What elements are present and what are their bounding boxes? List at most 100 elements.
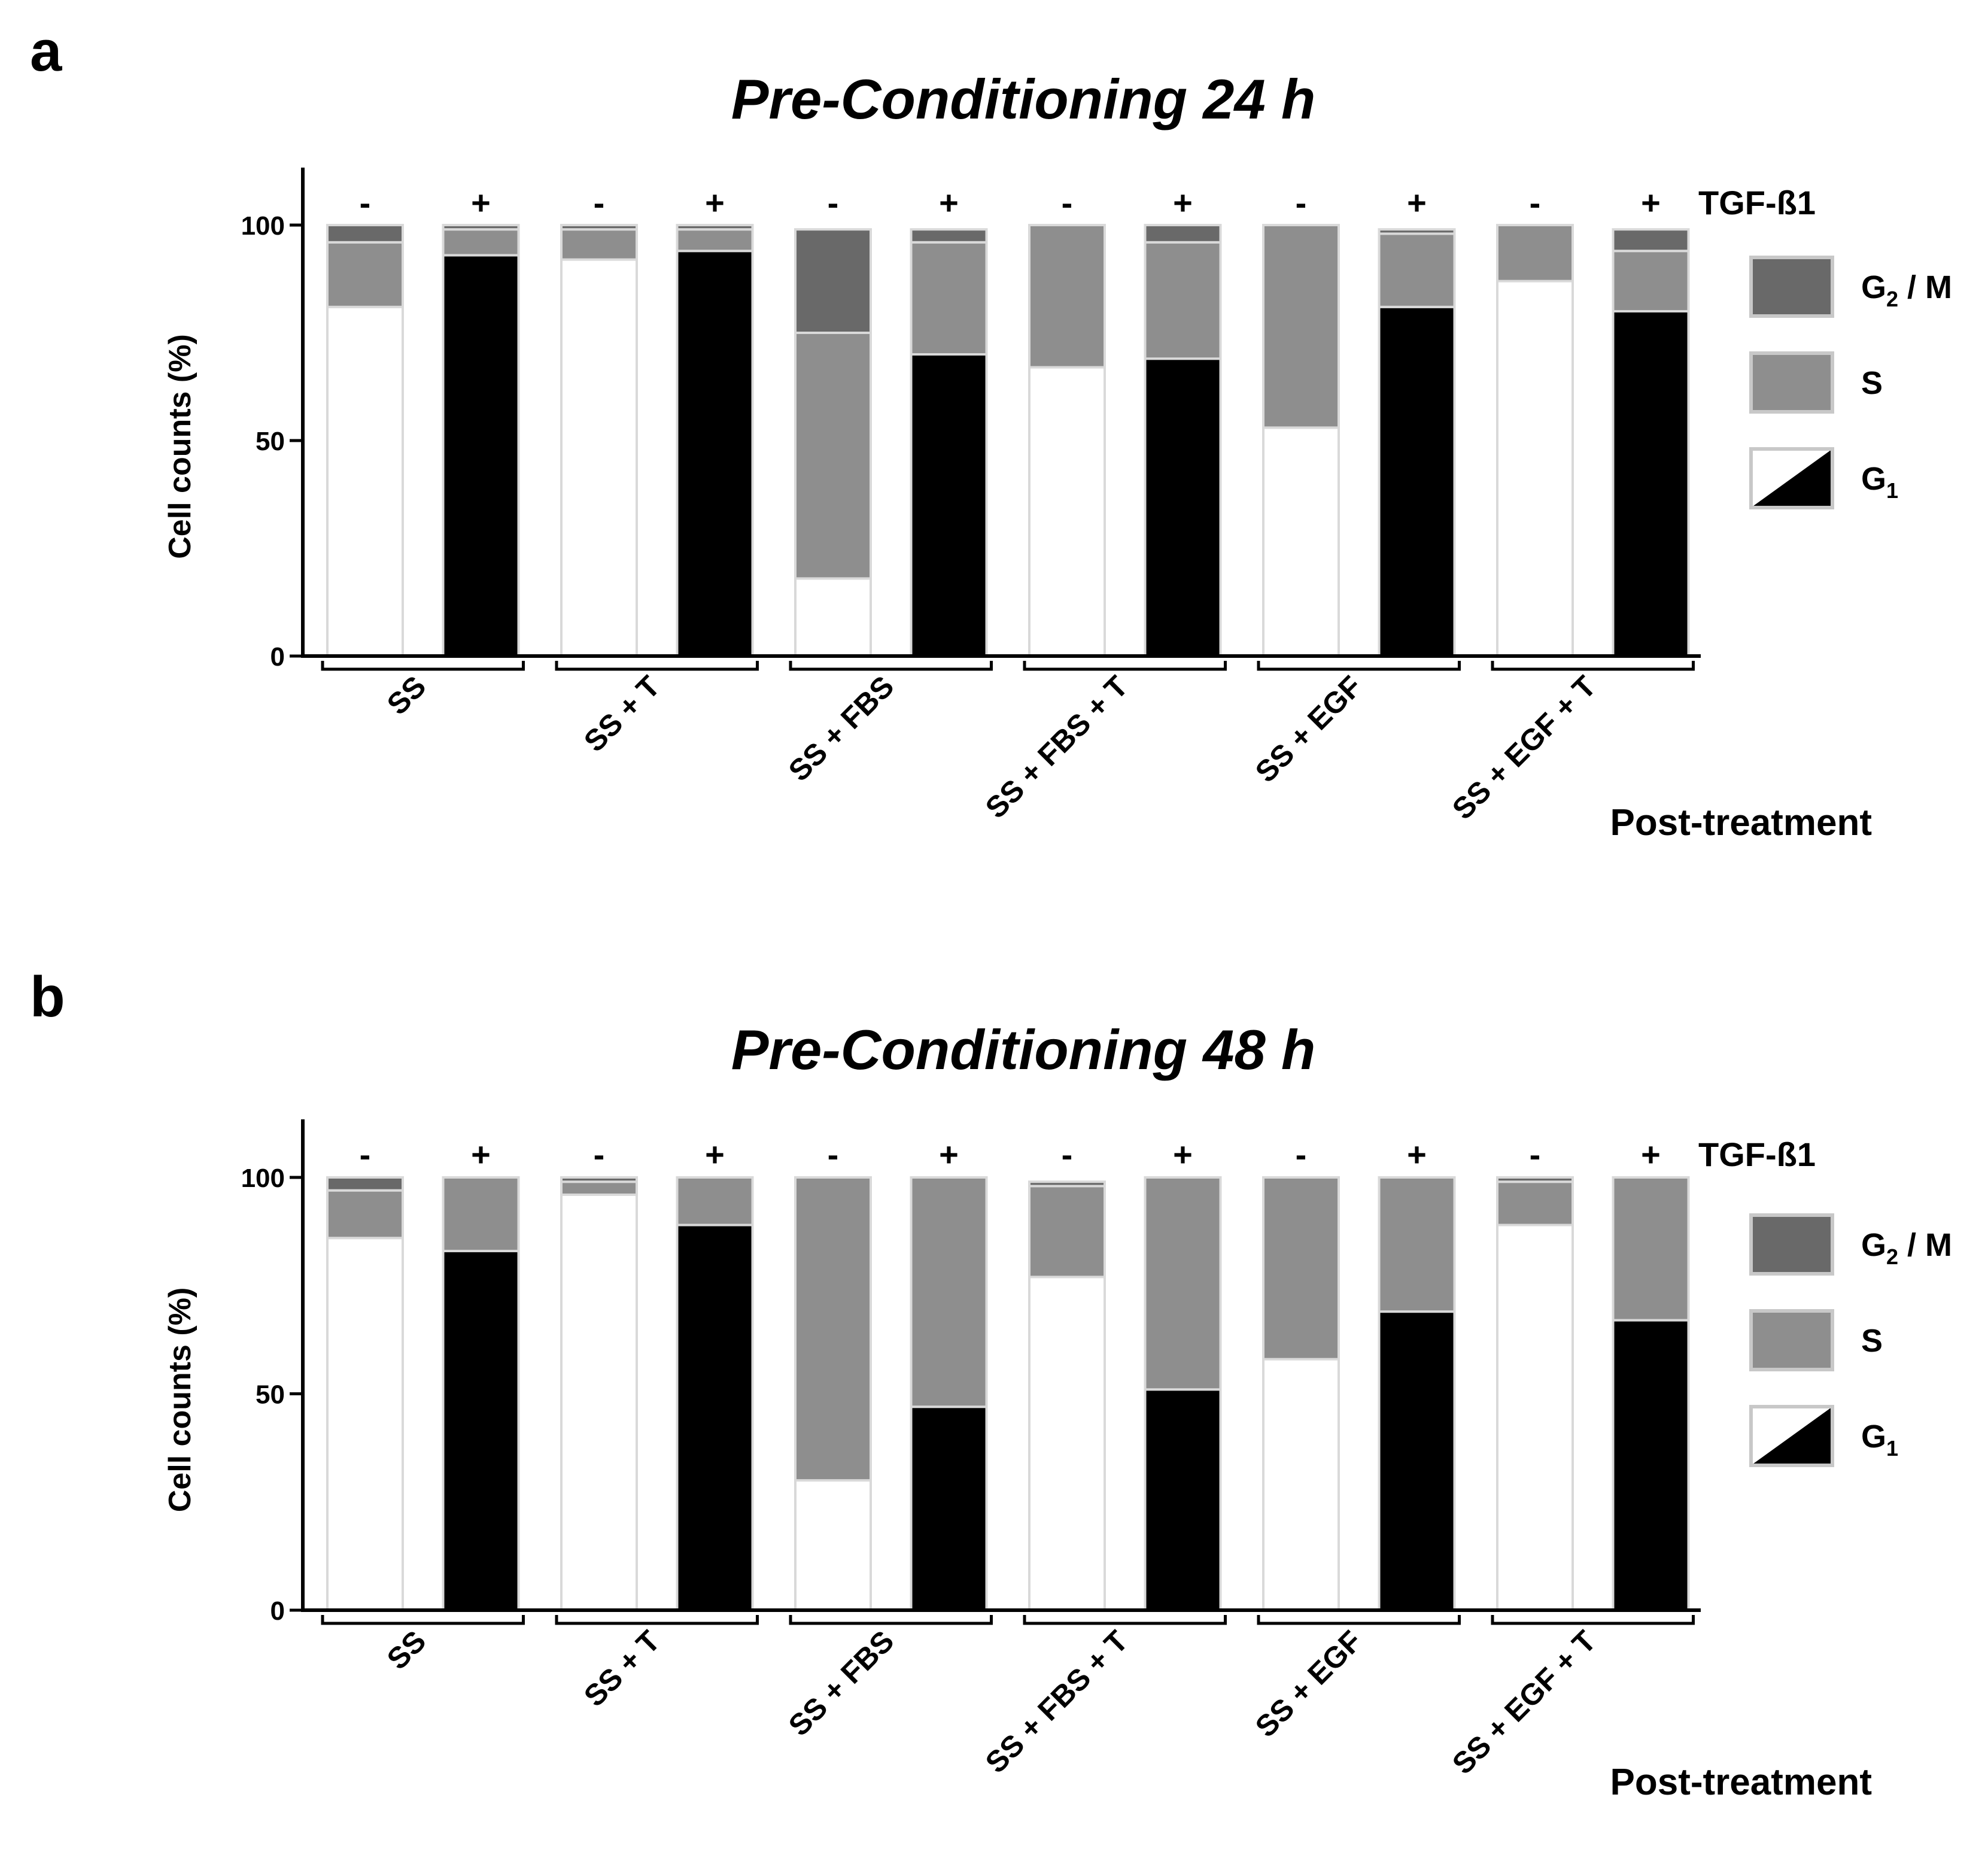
bar-ss-t-minus	[560, 1176, 638, 1612]
tgf-plus: +	[471, 1136, 491, 1173]
tgf-plus: +	[939, 1136, 959, 1173]
bar-ss-egf-plus	[1378, 228, 1456, 657]
bar-ss-t-minus	[560, 224, 638, 658]
s-segment	[794, 332, 872, 580]
group-bracket	[321, 661, 525, 671]
tgf-plus: +	[1641, 1136, 1661, 1173]
g1-segment	[560, 1193, 638, 1612]
bar-ss-fbs-t-plus	[1144, 1176, 1222, 1612]
s-segment	[560, 1180, 638, 1196]
g2m-segment	[560, 224, 638, 231]
tgf-minus: -	[828, 184, 839, 221]
legend-label-sub: 1	[1886, 1436, 1898, 1461]
legend-label-main: G	[1861, 1227, 1886, 1263]
g2m-segment	[1496, 1176, 1574, 1183]
legend-label: G2 / M	[1861, 269, 1952, 311]
bar-ss-egf-t-plus	[1612, 1176, 1690, 1612]
g1-segment	[1144, 1388, 1222, 1612]
bar-ss-minus	[326, 224, 404, 657]
legend-label-main: G	[1861, 461, 1886, 497]
y-tick-label: 100	[241, 211, 285, 241]
bar-ss-egf-minus	[1262, 224, 1340, 658]
g2m-segment	[676, 224, 754, 231]
legend-item: G2 / M	[1749, 256, 1952, 318]
g1-segment	[442, 1249, 520, 1611]
panel-letter: a	[30, 19, 62, 83]
tgf-plus: +	[1173, 1136, 1193, 1173]
tgf-row-label: TGF-ß1	[1698, 1136, 1816, 1173]
chart-title: Pre-Conditioning 24 h	[731, 68, 1316, 130]
g1-segment	[1378, 1310, 1456, 1611]
s-segment	[1262, 1176, 1340, 1361]
s-segment	[676, 228, 754, 253]
group-bracket	[1491, 661, 1695, 671]
group-bracket	[1023, 661, 1227, 671]
s-segment	[676, 1176, 754, 1226]
tgf-minus: -	[1530, 184, 1541, 221]
tgf-plus: +	[939, 184, 959, 221]
tgf-plus: +	[1407, 184, 1427, 221]
g1-segment	[1262, 426, 1340, 658]
g2m-segment	[794, 228, 872, 335]
tgf-plus: +	[705, 184, 725, 221]
s-segment	[1612, 1176, 1690, 1322]
legend-label-sub: 2	[1886, 1244, 1898, 1269]
s-segment	[1144, 1176, 1222, 1391]
tgf-minus: -	[594, 184, 605, 221]
legend-swatch-g2m	[1749, 1213, 1834, 1276]
legend-label-main: S	[1861, 365, 1883, 401]
g2m-segment	[442, 224, 520, 231]
group-bracket	[789, 661, 993, 671]
category-label: SS + FBS	[782, 1624, 901, 1742]
bar-ss-fbs-plus	[910, 1176, 988, 1611]
legend-swatch-g1-plus	[1751, 449, 1832, 508]
category-label: SS	[381, 669, 433, 721]
legend-swatch-s	[1749, 1309, 1834, 1371]
bar-ss-minus	[326, 1176, 404, 1611]
legend-swatch-outline	[1749, 1405, 1834, 1467]
panel-a: a Pre-Conditioning 24 h Cell counts (%) …	[30, 19, 1952, 843]
g2m-segment	[1612, 228, 1690, 253]
g2m-segment	[326, 1176, 404, 1192]
tgf-minus: -	[594, 1136, 605, 1173]
g2m-segment	[1028, 1180, 1106, 1188]
legend-label-main: G	[1861, 269, 1886, 305]
tgf-minus: -	[828, 1136, 839, 1173]
group-bracket	[1023, 1615, 1227, 1625]
g1-segment	[1144, 357, 1222, 657]
tgf-minus: -	[1296, 1136, 1307, 1173]
s-segment	[326, 1189, 404, 1240]
tgf-plus: +	[1407, 1136, 1427, 1173]
bar-ss-t-plus	[676, 224, 754, 657]
bar-ss-egf-t-plus	[1612, 228, 1690, 657]
bars	[326, 224, 1690, 658]
s-segment	[326, 241, 404, 308]
legend-label-suffix: / M	[1898, 269, 1952, 305]
s-segment	[442, 228, 520, 257]
g2m-segment	[1144, 224, 1222, 244]
g1-segment	[1496, 280, 1574, 658]
category-label: SS + T	[577, 669, 667, 758]
legend-swatch-g2m	[1749, 256, 1834, 318]
bar-ss-plus	[442, 1176, 520, 1611]
tgf-minus: -	[360, 184, 371, 221]
legend-item: S	[1749, 1309, 1883, 1371]
group-bracket	[789, 1615, 993, 1625]
bar-ss-fbs-t-minus	[1028, 224, 1106, 657]
legend-swatch-s	[1749, 351, 1834, 414]
g2m-segment	[560, 1176, 638, 1183]
g2m-segment	[326, 224, 404, 244]
legend-label-main: S	[1861, 1323, 1883, 1359]
s-segment	[1496, 224, 1574, 283]
s-segment	[442, 1176, 520, 1252]
tgf-plus: +	[705, 1136, 725, 1173]
legend-swatch-outline	[1749, 447, 1834, 509]
y-tick-label: 0	[270, 642, 285, 672]
y-tick-label: 100	[241, 1164, 285, 1193]
category-label: SS + FBS + T	[979, 1624, 1135, 1780]
legend-label: S	[1861, 1323, 1883, 1359]
category-label: SS	[381, 1624, 433, 1676]
panel-b: b Pre-Conditioning 48 h Cell counts (%) …	[30, 965, 1952, 1803]
tgf-row-label: TGF-ß1	[1698, 184, 1816, 221]
